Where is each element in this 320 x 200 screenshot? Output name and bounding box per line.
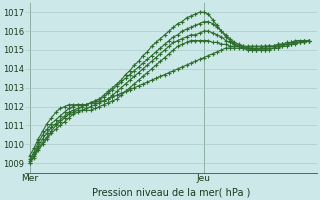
- X-axis label: Pression niveau de la mer( hPa ): Pression niveau de la mer( hPa ): [92, 187, 251, 197]
